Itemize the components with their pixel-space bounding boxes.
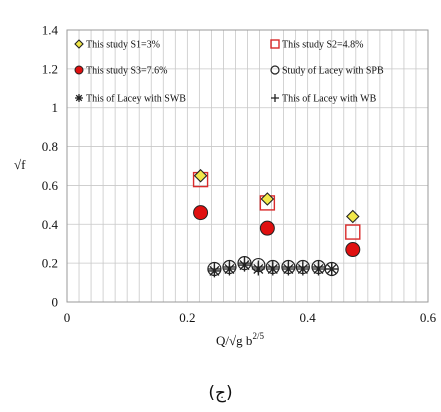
y-tick-label: 0.6 <box>42 178 59 193</box>
data-point <box>346 209 360 224</box>
x-tick-label: 0.6 <box>420 310 437 325</box>
data-point <box>222 260 236 274</box>
y-axis-label: √f <box>14 157 26 172</box>
scatter-plot: 0 0.2 0.4 0.6 0.8 1 1.2 1.4 0 0.2 0.4 0.6 This stud… <box>14 23 437 349</box>
legend-entry-label: This study S1=3% <box>86 40 160 51</box>
x-axis-label-main: Q/√g b <box>216 333 252 348</box>
data-point <box>281 260 295 274</box>
legend: This study S1=3% This study S2=4.8% This s… <box>74 39 384 105</box>
data-point <box>259 220 275 236</box>
legend-marker <box>270 39 280 49</box>
data-point <box>345 224 361 240</box>
data-marks <box>192 168 361 278</box>
legend-entry-label: Study of Lacey with SPB <box>282 66 384 77</box>
legend-entry-label: This study S3=7.6% <box>86 66 167 77</box>
legend-marker <box>270 65 280 75</box>
data-point <box>296 260 310 274</box>
legend-marker <box>74 65 84 75</box>
legend-entry-label: This study S2=4.8% <box>282 40 363 51</box>
data-point <box>311 260 325 274</box>
data-point <box>207 262 221 276</box>
y-tick-label: 0.8 <box>42 139 58 154</box>
legend-marker <box>75 94 83 102</box>
x-tick-label: 0 <box>64 310 71 325</box>
legend-entry-label: This of Lacey with SWB <box>86 94 186 105</box>
data-point <box>260 192 275 206</box>
figure-caption: (ج) <box>208 383 233 403</box>
y-tick-label: 1 <box>52 100 59 115</box>
y-tick-label: 0.4 <box>42 217 59 232</box>
y-tick-label: 0.2 <box>42 256 58 271</box>
data-point <box>251 260 265 274</box>
x-axis-label-superscript: 2/5 <box>252 331 264 341</box>
data-point <box>193 205 209 221</box>
plot-area-frame <box>66 29 429 303</box>
data-point <box>193 168 208 183</box>
axis-labels: √f Q/√g b2/5 <box>14 157 264 348</box>
x-tick-label: 0.4 <box>300 310 317 325</box>
data-point <box>325 262 339 276</box>
legend-marker <box>74 39 84 49</box>
axis-ticks: 0 0.2 0.4 0.6 0.8 1 1.2 1.4 0 0.2 0.4 0.6 <box>42 23 437 326</box>
y-tick-label: 1.2 <box>42 61 58 76</box>
data-point <box>266 260 280 274</box>
x-axis-label: Q/√g b2/5 <box>216 331 264 348</box>
data-point <box>237 256 251 270</box>
legend-entry-label: This of Lacey with WB <box>282 94 377 105</box>
x-tick-label: 0.2 <box>179 310 195 325</box>
grid <box>67 30 428 302</box>
y-tick-label: 0 <box>52 295 59 310</box>
y-tick-label: 1.4 <box>42 23 59 38</box>
legend-marker <box>271 94 279 102</box>
data-point <box>345 242 361 258</box>
